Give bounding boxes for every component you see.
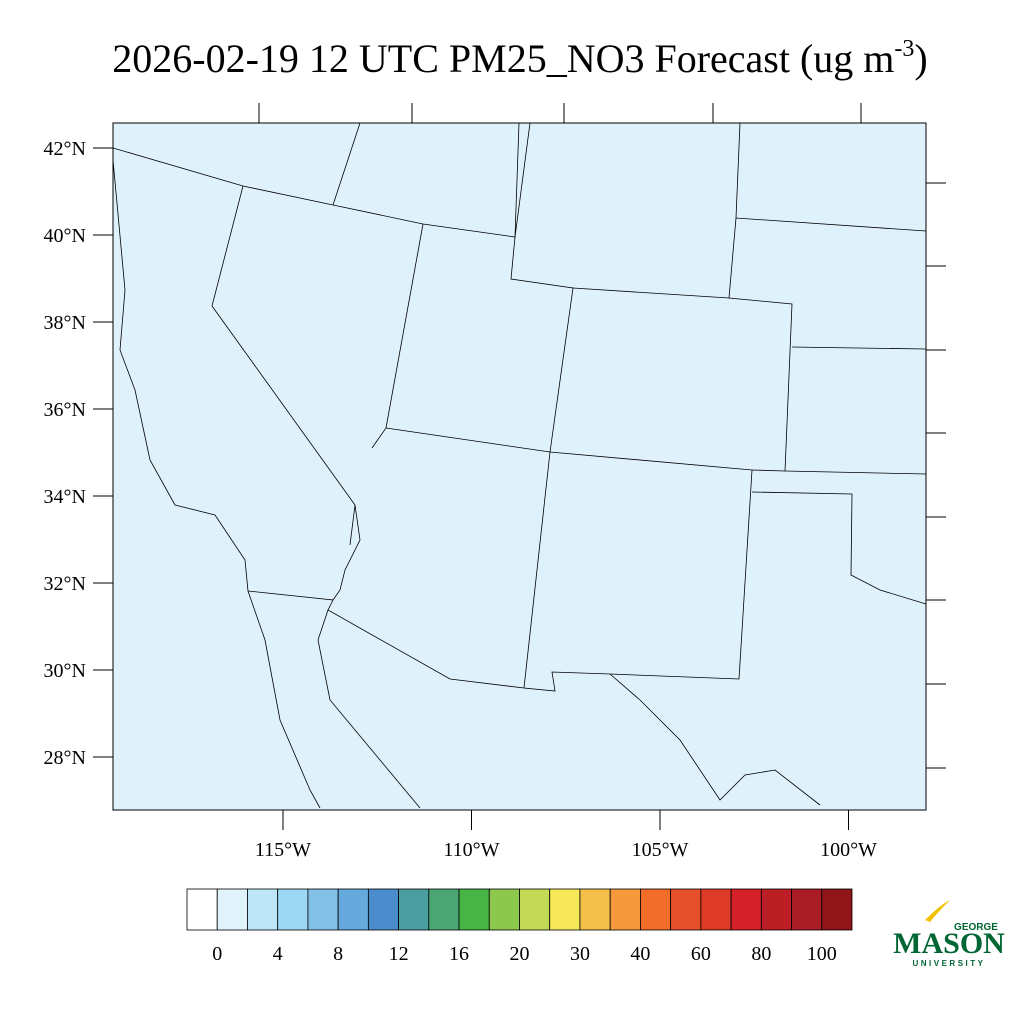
colorbar-box bbox=[428, 888, 460, 931]
colorbar-label: 12 bbox=[389, 943, 409, 965]
colorbar-label: 0 bbox=[212, 943, 222, 965]
lat-label: 40°N bbox=[44, 225, 86, 247]
colorbar-label: 40 bbox=[630, 943, 650, 965]
colorbar-box bbox=[277, 888, 309, 931]
lat-label: 30°N bbox=[44, 660, 86, 682]
colorbar-label: 20 bbox=[510, 943, 530, 965]
title-close: ) bbox=[914, 36, 927, 81]
logo-bottom: UNIVERSITY bbox=[912, 959, 985, 968]
colorbar-box bbox=[307, 888, 339, 931]
title: 2026-02-19 12 UTC PM25_NO3 Forecast (ug … bbox=[112, 36, 928, 81]
map-frame bbox=[112, 122, 927, 811]
colorbar: 0 4 8 12 16 20 30 40 60 80 100 bbox=[186, 888, 853, 965]
colorbar-box bbox=[398, 888, 430, 931]
logo-main: MASON bbox=[893, 927, 1005, 960]
colorbar-box bbox=[458, 888, 490, 931]
colorbar-box bbox=[579, 888, 611, 931]
colorbar-box bbox=[700, 888, 732, 931]
lon-label: 100°W bbox=[820, 839, 877, 861]
colorbar-box bbox=[337, 888, 369, 931]
colorbar-label: 16 bbox=[449, 943, 469, 965]
lat-label: 36°N bbox=[44, 399, 86, 421]
colorbar-box bbox=[730, 888, 762, 931]
colorbar-label: 30 bbox=[570, 943, 590, 965]
borders bbox=[112, 122, 927, 809]
colorbar-label: 80 bbox=[751, 943, 771, 965]
lon-label: 105°W bbox=[632, 839, 689, 861]
colorbar-box bbox=[549, 888, 581, 931]
title-superscript: -3 bbox=[894, 36, 914, 62]
lon-label: 110°W bbox=[443, 839, 499, 861]
lat-label: 32°N bbox=[44, 573, 86, 595]
lon-label: 115°W bbox=[255, 839, 311, 861]
colorbar-label: 60 bbox=[691, 943, 711, 965]
map: 42°N 40°N 38°N 36°N 34°N 32°N 30°N 28°N 115°W 110… bbox=[44, 103, 946, 861]
lat-label: 28°N bbox=[44, 747, 86, 769]
map-area bbox=[113, 123, 926, 810]
colorbar-box bbox=[760, 888, 792, 931]
colorbar-box bbox=[247, 888, 279, 931]
colorbar-box bbox=[791, 888, 823, 931]
logo-top: GEORGE bbox=[954, 922, 998, 933]
colorbar-box bbox=[640, 888, 672, 931]
colorbar-label: 4 bbox=[273, 943, 283, 965]
colorbar-box bbox=[216, 888, 248, 931]
ticks: 42°N 40°N 38°N 36°N 34°N 32°N 30°N 28°N 115°W 110… bbox=[44, 103, 946, 861]
colorbar-box bbox=[609, 888, 641, 931]
colorbar-box bbox=[519, 888, 551, 931]
logo: GEORGE MASON UNIVERSITY bbox=[893, 900, 1005, 968]
colorbar-box bbox=[186, 888, 218, 931]
colorbar-box bbox=[670, 888, 702, 931]
colorbar-box bbox=[821, 888, 853, 931]
colorbar-box bbox=[367, 888, 399, 931]
lat-label: 34°N bbox=[44, 486, 86, 508]
colorbar-label: 8 bbox=[333, 943, 343, 965]
lat-label: 38°N bbox=[44, 312, 86, 334]
logo-flame bbox=[925, 900, 950, 922]
title-text: 2026-02-19 12 UTC PM25_NO3 Forecast (ug … bbox=[112, 36, 894, 81]
lat-label: 42°N bbox=[44, 138, 86, 160]
colorbar-box bbox=[488, 888, 520, 931]
colorbar-label: 100 bbox=[807, 943, 837, 965]
